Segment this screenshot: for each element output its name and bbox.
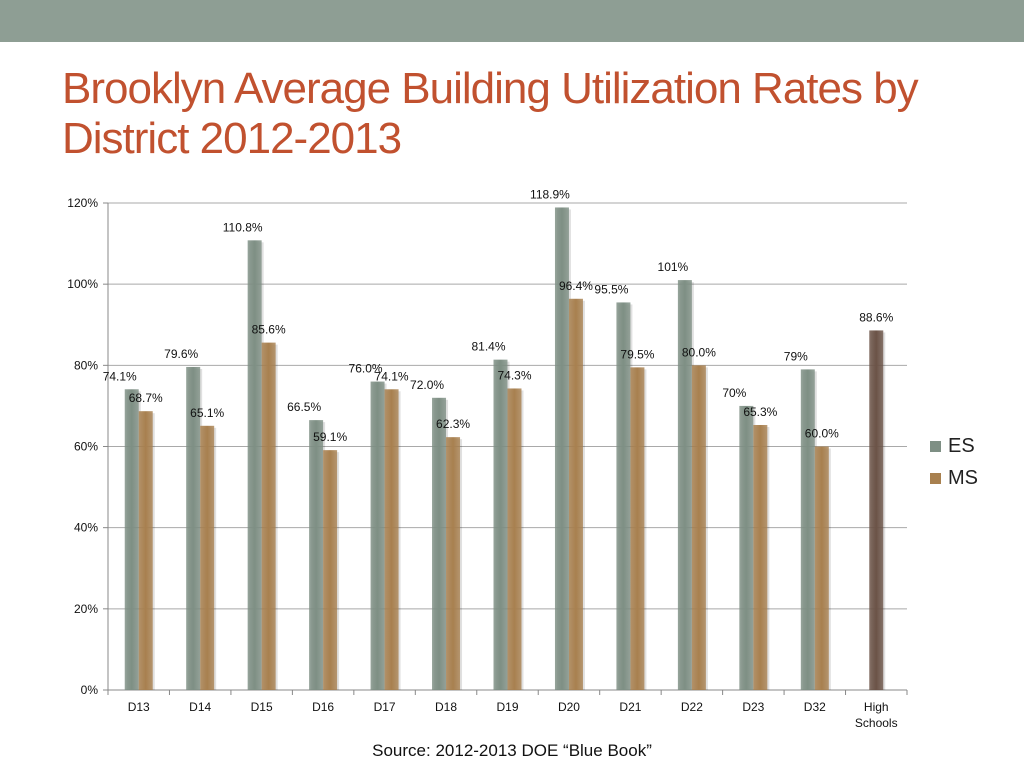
data-label-ms: 60.0% xyxy=(805,427,839,441)
bar-ms xyxy=(814,446,829,690)
data-label-es: 72.0% xyxy=(410,378,444,392)
x-tick-label: D17 xyxy=(374,700,396,714)
legend-swatch-es xyxy=(930,441,941,452)
legend-swatch-ms xyxy=(930,473,941,484)
bar-ms xyxy=(446,437,461,690)
y-tick-label: 100% xyxy=(67,277,98,291)
bar-es xyxy=(677,280,692,690)
data-label-es: 79% xyxy=(784,349,808,363)
bar-ms xyxy=(630,367,645,690)
x-tick-label: D18 xyxy=(435,700,457,714)
data-label-es: 79.6% xyxy=(164,347,198,361)
data-label-ms: 96.4% xyxy=(559,279,593,293)
bar-ms xyxy=(384,389,399,690)
data-label-es: 76.0% xyxy=(349,362,383,376)
data-label-es: 95.5% xyxy=(594,282,628,296)
x-tick-label: D13 xyxy=(128,700,150,714)
data-label-es: 81.4% xyxy=(471,340,505,354)
data-label-es: 118.9% xyxy=(530,187,570,201)
data-label-ms: 59.1% xyxy=(313,430,347,444)
legend-label-es: ES xyxy=(948,435,975,457)
y-tick-label: 120% xyxy=(67,196,98,210)
data-label-ms: 62.3% xyxy=(436,417,470,431)
y-tick-label: 60% xyxy=(74,440,98,454)
x-tick-label: D16 xyxy=(312,700,334,714)
y-tick-label: 40% xyxy=(74,521,98,535)
bar-es xyxy=(800,369,815,690)
y-tick-label: 0% xyxy=(81,683,99,697)
x-tick-label: D14 xyxy=(189,700,211,714)
bar-ms xyxy=(261,342,276,690)
bar-high-schools xyxy=(869,330,884,690)
data-label-ms: 65.1% xyxy=(190,406,224,420)
data-label-high-schools: 88.6% xyxy=(859,310,893,324)
x-tick-label: D19 xyxy=(496,700,518,714)
bar-es xyxy=(616,302,631,690)
data-label-es: 110.8% xyxy=(223,220,263,234)
data-label-es: 101% xyxy=(658,260,689,274)
x-tick-label: D22 xyxy=(681,700,703,714)
utilization-bar-chart: 0% 20% 40% 60% 80% 100% 120% D13 D14 D15 D16 D17 D18… xyxy=(67,187,908,730)
source-note: Source: 2012-2013 DOE “Blue Book” xyxy=(372,741,652,760)
bar-ms xyxy=(200,425,215,690)
bar-es xyxy=(247,240,262,690)
bar-es xyxy=(124,389,139,690)
data-label-ms: 68.7% xyxy=(129,391,163,405)
bar-ms xyxy=(753,424,768,690)
data-label-ms: 85.6% xyxy=(252,323,286,337)
bar-es xyxy=(432,397,447,690)
bar-es xyxy=(739,405,754,690)
slide-title: Brooklyn Average Building Utilization Ra… xyxy=(62,64,982,164)
x-tick-label: D15 xyxy=(251,700,273,714)
data-label-ms: 65.3% xyxy=(743,405,777,419)
bar-ms xyxy=(568,298,583,690)
y-tick-label: 20% xyxy=(74,602,98,616)
x-tick-label: D21 xyxy=(619,700,641,714)
bar-ms xyxy=(691,365,706,690)
data-label-es: 74.1% xyxy=(103,369,137,383)
data-label-ms: 74.3% xyxy=(497,368,531,382)
data-label-ms: 79.5% xyxy=(620,347,654,361)
chart-legend: ES MS xyxy=(928,434,1018,498)
legend-item-ms: MS xyxy=(928,466,1018,498)
legend-item-es: ES xyxy=(928,434,1018,466)
bar-es xyxy=(370,381,385,690)
bar-ms xyxy=(323,450,338,690)
bar-es xyxy=(309,420,324,690)
header-band xyxy=(0,0,1024,42)
bar-es xyxy=(554,207,569,690)
slide-title-line-1: Brooklyn Average Building Utilization Ra… xyxy=(62,64,919,113)
x-tick-label: D32 xyxy=(804,700,826,714)
bar-es xyxy=(493,359,508,690)
bar-ms xyxy=(507,388,522,690)
x-tick-label: D20 xyxy=(558,700,580,714)
x-tick-label: High Schools xyxy=(855,700,898,730)
slide-title-line-2: District 2012-2013 xyxy=(62,114,402,163)
bar-es xyxy=(186,366,201,690)
data-label-es: 66.5% xyxy=(287,400,321,414)
x-tick-label: D23 xyxy=(742,700,764,714)
legend-label-ms: MS xyxy=(948,467,978,489)
data-label-ms: 74.1% xyxy=(375,369,409,383)
bar-ms xyxy=(138,411,153,690)
y-tick-label: 80% xyxy=(74,358,98,372)
data-label-es: 70% xyxy=(722,386,746,400)
data-label-ms: 80.0% xyxy=(682,345,716,359)
